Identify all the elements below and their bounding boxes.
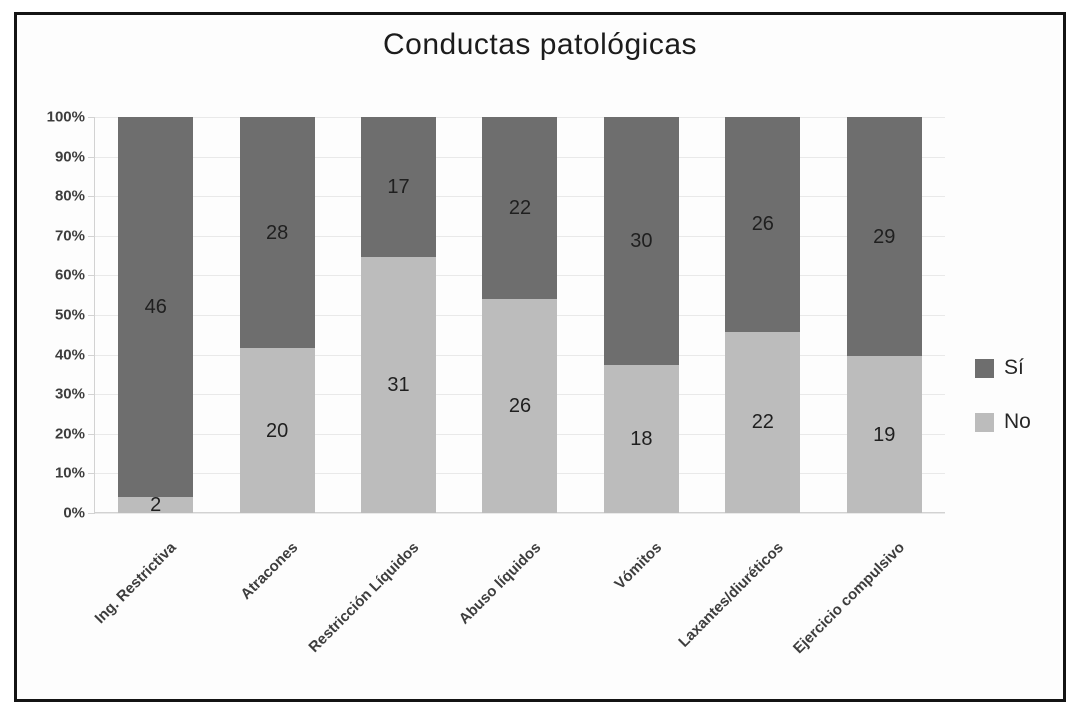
- y-tick-label: 100%: [46, 108, 85, 126]
- bar-value-label: 17: [387, 176, 410, 199]
- y-axis: 100% 90% 80% 70% 60% 50% 40% 30% 20% 10% 0%: [17, 109, 85, 522]
- bar-segment-si: 46: [118, 117, 194, 497]
- bar-column: 22 26: [459, 117, 580, 513]
- bar-segment-no: 20: [239, 348, 315, 513]
- x-category-slot: Restricción Líquidos: [306, 515, 459, 695]
- bar-value-label: 22: [508, 196, 532, 219]
- y-tick-mark: [88, 433, 95, 435]
- bar-value-label: 22: [751, 411, 774, 434]
- bar-value-label: 28: [266, 221, 289, 244]
- bar-segment-no: 22: [725, 331, 801, 513]
- bar: 17 31: [361, 117, 437, 513]
- figure-frame: Conductas patológicas 100% 90% 80% 70% 60% 50…: [14, 12, 1066, 702]
- y-tick-label: 40%: [54, 346, 85, 364]
- y-tick-mark: [88, 156, 95, 158]
- y-tick-mark: [88, 235, 95, 237]
- chart-title: Conductas patológicas: [382, 28, 698, 61]
- x-category-label: Vómitos: [611, 539, 666, 593]
- bar-value-label: 19: [873, 423, 896, 446]
- legend-label: Sí: [1004, 356, 1024, 379]
- bar-value-label: 46: [144, 295, 167, 318]
- bar-segment-no: 31: [361, 257, 437, 513]
- y-tick-mark: [88, 117, 95, 118]
- bar-column: 29 19: [824, 117, 945, 513]
- y-tick-label: 80%: [54, 187, 85, 205]
- bar-segment-no: 2: [118, 493, 194, 516]
- bars-container: 46 2 28 20 17 31 22 26 30 18 26 22 29 19: [95, 117, 945, 516]
- bar: 29 19: [846, 117, 922, 513]
- x-category-slot: Atracones: [216, 515, 337, 695]
- x-category-label: Abuso líquidos: [455, 539, 545, 628]
- x-axis: Ing. Restrictiva Atracones Restricción Líq…: [91, 515, 945, 695]
- y-tick-mark: [88, 513, 95, 514]
- x-category-slot: Laxantes/diuréticos: [675, 515, 823, 695]
- bar: 30 18: [603, 117, 679, 513]
- bar-value-label: 29: [873, 225, 896, 248]
- y-tick-mark: [88, 354, 95, 356]
- bar-value-label: 26: [751, 213, 774, 236]
- bar-segment-si: 30: [603, 117, 679, 365]
- y-tick-label: 60%: [54, 266, 85, 284]
- legend-label: No: [1004, 410, 1031, 433]
- bar-column: 17 31: [338, 117, 459, 513]
- bar-segment-no: 18: [603, 364, 679, 513]
- bar-segment-si: 26: [725, 117, 801, 332]
- y-tick-label: 0%: [63, 504, 85, 522]
- bar-column: 28 20: [216, 117, 337, 513]
- legend: Sí No: [975, 356, 1031, 464]
- y-tick-mark: [88, 196, 95, 198]
- bar-segment-si: 22: [482, 117, 558, 299]
- bar-column: 30 18: [581, 117, 702, 513]
- y-tick-label: 10%: [54, 464, 85, 482]
- bar: 28 20: [239, 117, 315, 513]
- bar-value-label: 18: [630, 427, 653, 450]
- x-category-label: Atracones: [237, 539, 302, 603]
- y-tick-label: 90%: [54, 148, 85, 166]
- bar: 46 2: [118, 117, 194, 516]
- bar-column: 46 2: [95, 117, 216, 516]
- bar: 26 22: [725, 117, 801, 513]
- legend-item: Sí: [975, 356, 1031, 380]
- x-category-slot: Ejercicio compulsivo: [790, 515, 945, 695]
- bar-segment-no: 26: [482, 298, 558, 513]
- x-category-label: Ing. Restrictiva: [91, 539, 180, 628]
- bar-segment-si: 28: [239, 117, 315, 348]
- bar-value-label: 26: [508, 394, 532, 417]
- bar-segment-no: 19: [846, 356, 922, 513]
- bar-value-label: 30: [630, 229, 653, 252]
- x-category-slot: Vómitos: [581, 515, 702, 695]
- bar-value-label: 31: [387, 374, 410, 397]
- y-tick-mark: [88, 275, 95, 277]
- bar: 22 26: [482, 117, 558, 513]
- y-tick-mark: [88, 315, 95, 316]
- x-category-slot: Abuso líquidos: [455, 515, 580, 695]
- y-tick-label: 50%: [54, 306, 85, 324]
- y-tick-mark: [88, 473, 95, 475]
- bar-value-label: 20: [266, 419, 289, 442]
- y-tick-mark: [88, 394, 95, 396]
- bar-segment-si: 17: [361, 117, 437, 258]
- bar-column: 26 22: [702, 117, 823, 513]
- y-tick-label: 20%: [54, 425, 85, 443]
- y-tick-label: 70%: [54, 227, 85, 245]
- x-category-slot: Ing. Restrictiva: [91, 515, 216, 695]
- gridline: [95, 513, 945, 514]
- bar-segment-si: 29: [846, 117, 922, 357]
- y-tick-label: 30%: [54, 385, 85, 403]
- legend-item: No: [975, 410, 1031, 434]
- bar-value-label: 2: [150, 493, 162, 516]
- legend-swatch-no: [975, 412, 994, 432]
- legend-swatch-si: [975, 358, 994, 378]
- plot-area: 46 2 28 20 17 31 22 26 30 18 26 22 29 19: [88, 117, 945, 516]
